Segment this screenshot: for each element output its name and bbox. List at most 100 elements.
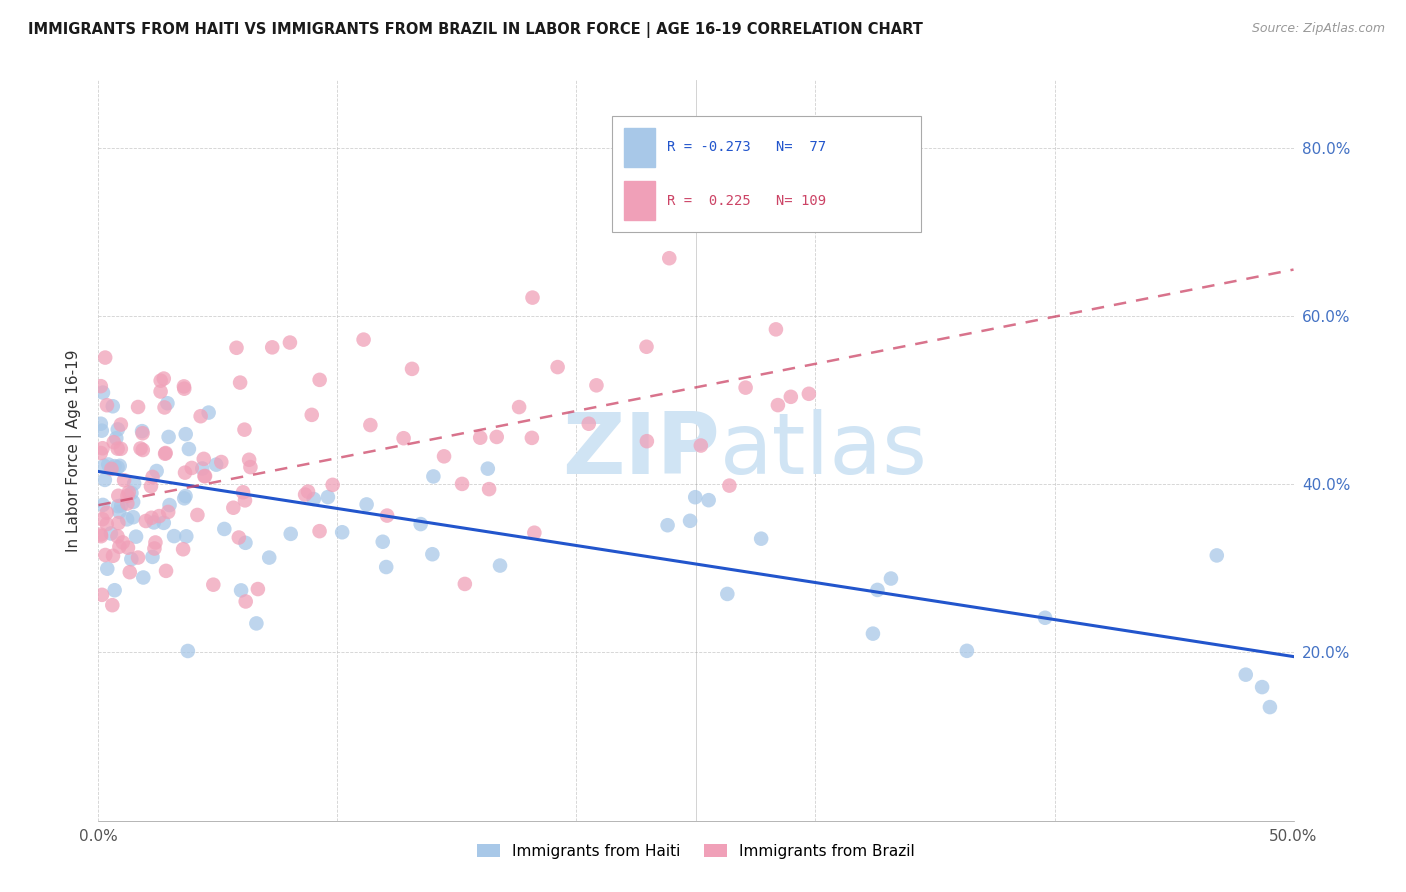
Legend: Immigrants from Haiti, Immigrants from Brazil: Immigrants from Haiti, Immigrants from B…	[471, 838, 921, 865]
Point	[91, 588, 114, 602]
Point	[197, 406, 219, 420]
Point	[148, 509, 170, 524]
Point	[173, 382, 195, 396]
Text: ZIP: ZIP	[562, 409, 720, 492]
Point	[235, 594, 257, 608]
Point	[228, 531, 250, 545]
Point	[131, 426, 153, 441]
Bar	[624, 128, 655, 167]
Point	[356, 498, 378, 512]
FancyBboxPatch shape	[612, 116, 921, 232]
Point	[172, 542, 194, 557]
Point	[477, 461, 499, 475]
Point	[91, 512, 114, 526]
Point	[697, 493, 720, 508]
Point	[451, 477, 474, 491]
Point	[205, 458, 228, 472]
Point	[104, 459, 127, 474]
Point	[117, 541, 139, 555]
Point	[193, 451, 215, 466]
Point	[145, 535, 167, 549]
Point	[225, 341, 247, 355]
Point	[127, 550, 149, 565]
Point	[108, 505, 131, 519]
Point	[142, 470, 165, 484]
Point	[371, 534, 394, 549]
Point	[294, 487, 316, 501]
Point	[143, 541, 166, 556]
Point	[91, 498, 114, 512]
Point	[522, 291, 544, 305]
Point	[103, 435, 125, 450]
Point	[117, 496, 139, 510]
Point	[153, 401, 176, 415]
Point	[174, 466, 197, 480]
Point	[520, 431, 543, 445]
Point	[866, 582, 889, 597]
Point	[308, 373, 330, 387]
Point	[191, 461, 214, 475]
Point	[209, 455, 232, 469]
Point	[122, 476, 145, 491]
Point	[135, 514, 157, 528]
Text: atlas: atlas	[720, 409, 928, 492]
Point	[174, 427, 197, 442]
Point	[485, 430, 508, 444]
Point	[235, 536, 257, 550]
Point	[107, 489, 129, 503]
Point	[229, 376, 252, 390]
Point	[246, 582, 269, 596]
Point	[96, 506, 118, 520]
Point	[180, 461, 202, 475]
Point	[127, 400, 149, 414]
Point	[508, 400, 530, 414]
Point	[214, 522, 236, 536]
Point	[1033, 611, 1056, 625]
Point	[112, 473, 135, 487]
Point	[302, 491, 325, 506]
Point	[316, 490, 339, 504]
Point	[233, 423, 256, 437]
Point	[110, 417, 132, 432]
Point	[679, 514, 702, 528]
Point	[683, 490, 706, 504]
Point	[96, 398, 118, 412]
Point	[409, 517, 432, 532]
Point	[489, 558, 512, 573]
Point	[177, 644, 200, 658]
Point	[131, 424, 153, 438]
Point	[101, 399, 124, 413]
Point	[278, 335, 301, 350]
Point	[470, 431, 492, 445]
Point	[105, 431, 128, 445]
Point	[173, 379, 195, 393]
Point	[392, 431, 415, 445]
Point	[159, 498, 181, 512]
Point	[155, 446, 177, 460]
Point	[578, 417, 600, 431]
Point	[422, 469, 444, 483]
Point	[107, 529, 129, 543]
Point	[108, 540, 131, 554]
Point	[797, 386, 820, 401]
Point	[90, 379, 112, 393]
Point	[1258, 700, 1281, 714]
Point	[125, 530, 148, 544]
Point	[262, 340, 284, 354]
Point	[90, 446, 112, 460]
Point	[94, 548, 117, 562]
Point	[734, 381, 756, 395]
Point	[245, 616, 267, 631]
Point	[375, 560, 398, 574]
Point	[101, 598, 124, 612]
Point	[232, 485, 254, 500]
Point	[636, 340, 658, 354]
Point	[238, 452, 260, 467]
Point	[657, 518, 679, 533]
Point	[174, 529, 197, 543]
Point	[139, 479, 162, 493]
Point	[141, 549, 163, 564]
Point	[689, 438, 711, 452]
Point	[173, 491, 195, 506]
Point	[177, 442, 200, 456]
